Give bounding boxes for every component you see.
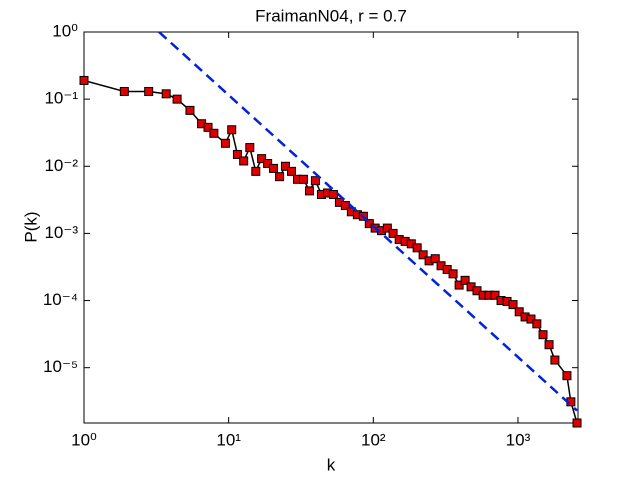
marker [430,254,440,264]
marker [119,86,129,96]
marker [263,158,273,168]
marker [460,275,470,285]
marker [572,418,582,428]
y-axis-label: P(k) [21,211,40,242]
marker [203,122,213,132]
y-tick-label: 10⁰ [52,21,78,40]
y-tick-label: 10⁻² [44,156,78,175]
marker [418,250,428,260]
marker [550,355,560,365]
marker [532,319,542,329]
marker [275,172,285,182]
marker [544,340,554,350]
marker [268,163,278,173]
marker [232,149,242,159]
marker [514,307,524,317]
marker [79,75,89,85]
y-tick-label: 10⁻¹ [44,89,78,108]
marker [328,189,338,199]
marker [448,269,458,279]
marker [490,290,500,300]
marker [508,300,518,310]
marker [144,86,154,96]
marker [257,154,267,164]
marker [280,161,290,171]
y-tick-label: 10⁻⁴ [43,290,78,309]
x-tick-label: 10³ [506,430,531,449]
marker [245,143,255,153]
x-tick-label: 10² [361,430,386,449]
marker [161,89,171,99]
series-line [158,32,578,412]
marker [538,330,548,340]
marker [382,223,392,233]
plot-area [83,31,579,424]
marker [310,176,320,186]
marker [251,166,261,176]
marker [562,371,572,381]
y-tick-label: 10⁻⁵ [43,357,78,376]
marker [287,166,297,176]
marker [220,138,230,148]
marker [304,186,314,196]
marker [227,125,237,135]
y-tick-label: 10⁻³ [44,223,78,242]
x-tick-label: 10¹ [216,430,241,449]
marker [185,105,195,115]
marker [239,156,249,166]
marker [298,174,308,184]
x-tick-label: 10⁰ [71,430,97,449]
marker [388,228,398,238]
marker [172,94,182,104]
marker [209,128,219,138]
marker [412,243,422,253]
marker [526,314,536,324]
marker [454,280,464,290]
x-axis-label: k [327,455,336,474]
chart-title: FraimanN04, r = 0.7 [255,6,407,25]
